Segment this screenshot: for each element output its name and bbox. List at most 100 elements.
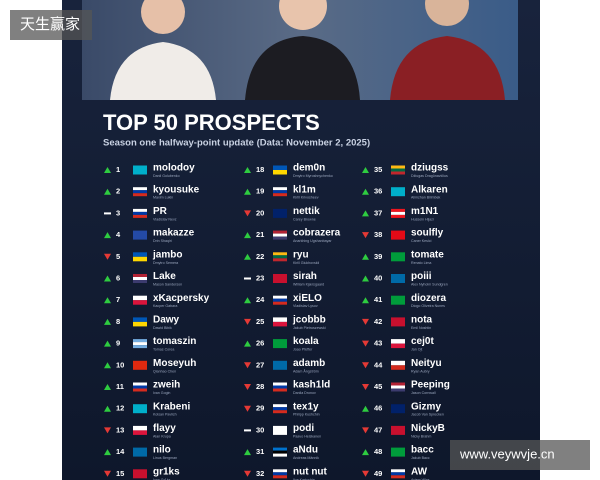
flag xyxy=(133,274,147,277)
real-name: Alimzhan Bilimbek xyxy=(411,196,441,200)
rank: 31 xyxy=(256,447,264,456)
watermark: www.veywvje.cn xyxy=(459,446,555,461)
trend-same xyxy=(104,212,111,215)
flag xyxy=(391,365,405,370)
player-name: koala xyxy=(293,336,319,347)
flag xyxy=(391,252,405,262)
rank: 2 xyxy=(116,187,120,196)
trend-down xyxy=(362,384,369,390)
flag xyxy=(133,317,147,322)
trend-up xyxy=(104,232,111,239)
flag xyxy=(133,295,147,301)
trend-up xyxy=(104,167,111,173)
player-name: AW xyxy=(411,466,428,477)
trend-up xyxy=(362,167,369,173)
real-name: William Kjærsgaard xyxy=(293,282,324,286)
real-name: Artem Wlas xyxy=(411,478,430,480)
watermark-bg xyxy=(450,440,590,470)
flag xyxy=(391,472,405,476)
flag xyxy=(273,382,287,386)
trend-up xyxy=(362,188,369,195)
flag xyxy=(273,321,287,327)
flag xyxy=(273,475,287,479)
real-name: Nicky Brahm xyxy=(411,434,431,438)
rank: 47 xyxy=(374,425,382,434)
player-name: kyousuke xyxy=(153,184,200,195)
flag xyxy=(391,165,405,169)
rank: 25 xyxy=(256,317,264,326)
trend-down xyxy=(244,318,251,325)
rank: 41 xyxy=(374,295,382,304)
real-name: Mason Sanderson xyxy=(153,282,182,286)
trend-up xyxy=(244,340,251,347)
trend-up xyxy=(244,232,251,239)
real-name: Emil Noshtin xyxy=(411,326,431,330)
flag xyxy=(391,447,405,457)
trend-up xyxy=(244,188,251,195)
player-name: sirah xyxy=(293,271,317,282)
real-name: Danila Dronov xyxy=(293,391,316,395)
trend-up xyxy=(104,275,111,282)
trend-down xyxy=(244,405,251,412)
flag xyxy=(391,274,405,283)
rank: 21 xyxy=(256,230,264,239)
real-name: Jason Cornwall xyxy=(411,391,436,395)
trend-up xyxy=(104,362,111,369)
trend-up xyxy=(362,210,369,217)
rank: 39 xyxy=(374,252,382,261)
flag xyxy=(133,300,147,305)
trend-same xyxy=(244,429,251,432)
real-name: Adam Ångström xyxy=(293,368,319,373)
real-name: Jakub Bacc xyxy=(411,456,430,460)
real-name: Dawid Bibik xyxy=(153,326,172,330)
flag xyxy=(273,407,287,411)
player-name: Moseyuh xyxy=(153,358,196,369)
player-name: adamb xyxy=(293,358,325,369)
player-name: zweih xyxy=(153,380,180,391)
trend-up xyxy=(104,297,111,304)
rank: 27 xyxy=(256,360,264,369)
flag xyxy=(273,258,287,262)
flag xyxy=(273,450,287,454)
rank: 12 xyxy=(116,404,124,413)
player-name: Krabeni xyxy=(153,401,190,412)
rank: 35 xyxy=(374,165,382,174)
real-name: Kolsan Pavlich xyxy=(153,413,177,417)
flag xyxy=(391,211,405,215)
trend-down xyxy=(104,427,111,434)
player-name: flayy xyxy=(153,423,176,434)
rank: 24 xyxy=(256,295,265,304)
flag xyxy=(273,317,287,322)
trend-up xyxy=(244,167,251,173)
flag xyxy=(273,230,287,234)
player-name: xKacpersky xyxy=(153,293,210,304)
flag xyxy=(391,343,405,349)
player-name: nota xyxy=(411,315,433,326)
flag xyxy=(273,295,287,299)
flag xyxy=(273,274,287,283)
flag xyxy=(273,447,287,451)
real-name: Kirill Glukhovskii xyxy=(293,261,319,265)
watermark: 天生赢家 xyxy=(20,16,80,33)
player-name: nettik xyxy=(293,206,320,217)
real-name: Andreas Männik xyxy=(293,456,319,460)
player-name: dziugss xyxy=(411,163,449,174)
player-name: PR xyxy=(153,206,168,217)
trend-up xyxy=(244,253,251,260)
player-name: aNdu xyxy=(293,445,318,456)
flag xyxy=(133,345,147,349)
rank: 19 xyxy=(256,187,264,196)
player-name: molodoy xyxy=(153,163,195,174)
player-name: soulfly xyxy=(411,228,444,239)
flag xyxy=(391,208,405,212)
trend-down xyxy=(104,470,111,477)
player-name: nilo xyxy=(153,445,171,456)
player-name: NickyB xyxy=(411,423,445,434)
flag xyxy=(391,214,405,218)
trend-up xyxy=(362,253,369,260)
trend-up xyxy=(104,318,111,325)
player-name: ryu xyxy=(293,249,309,260)
trend-up xyxy=(244,449,251,456)
real-name: Jacob Van Sprecken xyxy=(411,413,444,417)
rank: 22 xyxy=(256,252,264,261)
